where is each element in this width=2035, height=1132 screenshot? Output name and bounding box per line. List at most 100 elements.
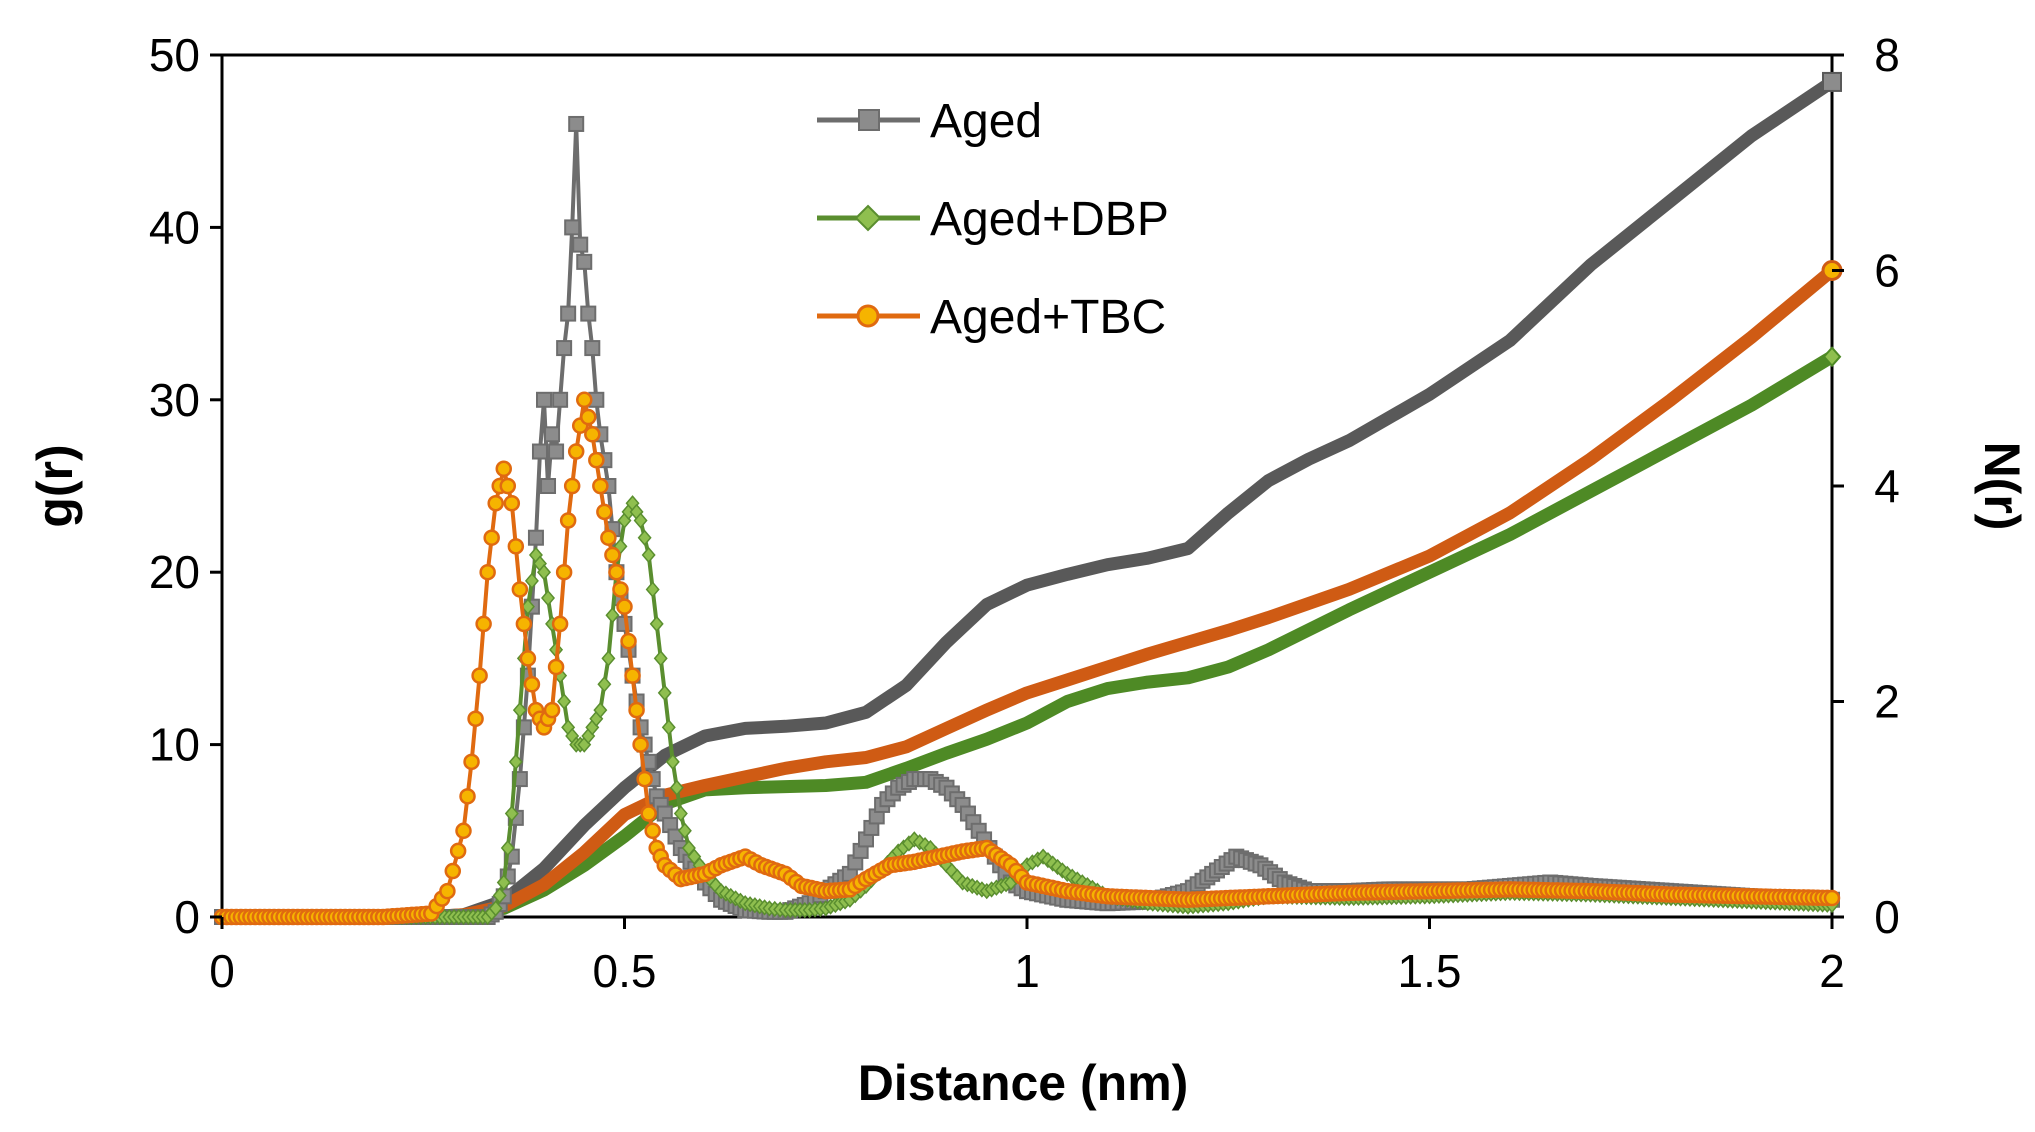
data-point: [475, 615, 492, 633]
data-point: [572, 236, 589, 253]
data-point: [592, 477, 609, 495]
data-point: [524, 572, 539, 589]
data-point: [620, 632, 637, 650]
data-point: [628, 701, 645, 719]
data-point: [661, 719, 676, 736]
data-point: [644, 822, 661, 840]
data-point: [496, 874, 511, 891]
data-point: [600, 529, 617, 546]
data-point: [511, 581, 529, 598]
data-point: [444, 862, 462, 880]
y-tick-label: 20: [149, 546, 200, 598]
series-aged-n-r-: [215, 71, 1842, 924]
data-point: [564, 219, 581, 236]
data-point: [547, 658, 565, 676]
data-point: [449, 842, 467, 860]
data-point: [544, 426, 561, 443]
data-point: [632, 736, 649, 753]
data-point: [471, 667, 488, 684]
data-point: [657, 684, 672, 702]
legend-label-aged: Aged: [930, 95, 1042, 148]
data-point: [548, 443, 565, 460]
x-tick-label: 1: [1014, 945, 1040, 997]
data-point: [459, 788, 476, 805]
data-point: [527, 529, 544, 546]
data-point: [488, 900, 503, 917]
data-point: [601, 650, 616, 667]
data-point: [593, 701, 608, 719]
data-point: [576, 253, 593, 270]
x-tick-label: 0.5: [593, 945, 657, 997]
data-point: [641, 546, 656, 564]
data-point: [557, 693, 572, 710]
data-point: [439, 882, 456, 900]
legend-label-tbc: Aged+TBC: [930, 291, 1166, 344]
data-point: [649, 615, 664, 633]
series-line: [220, 397, 1834, 919]
data-point: [567, 443, 585, 460]
data-point: [677, 822, 692, 839]
data-point: [596, 503, 613, 521]
data-point: [495, 460, 512, 478]
y-tick-label: 30: [149, 374, 200, 426]
data-point: [605, 607, 620, 624]
data-point: [584, 340, 601, 357]
legend-marker-dbp: [854, 204, 882, 232]
data-point: [580, 408, 597, 426]
data-point: [556, 340, 573, 357]
data-point: [515, 615, 533, 633]
data-point: [673, 805, 688, 822]
data-point: [645, 581, 660, 598]
y2-tick-label: 8: [1874, 29, 1900, 81]
data-point: [483, 529, 500, 546]
y-tick-label: 0: [174, 891, 200, 943]
y2-tick-label: 6: [1874, 245, 1900, 297]
data-point: [636, 770, 653, 788]
y2-tick-label: 0: [1874, 891, 1900, 943]
data-point: [608, 563, 625, 581]
data-point: [612, 581, 629, 598]
data-point: [543, 701, 561, 719]
data-point: [537, 564, 551, 581]
data-point: [568, 115, 585, 132]
y-tick-label: 10: [149, 719, 200, 771]
data-point: [665, 753, 680, 770]
data-point: [499, 477, 517, 495]
data-point: [576, 391, 593, 409]
y2-tick-label: 4: [1874, 460, 1900, 512]
series-aged-dbp: [215, 495, 1839, 926]
y2-tick-label: 2: [1874, 676, 1900, 728]
legend-marker-aged: [858, 109, 880, 131]
data-point: [531, 443, 548, 460]
x-axis-title: Distance (nm): [858, 1055, 1189, 1111]
data-point: [584, 426, 601, 443]
data-point: [540, 478, 557, 494]
data-point: [520, 598, 535, 615]
y-tick-label: 40: [149, 201, 200, 253]
data-point: [551, 615, 569, 633]
legend-label-dbp: Aged+DBP: [930, 193, 1169, 246]
data-point: [504, 805, 519, 822]
data-point: [512, 701, 527, 719]
series-end-marker: [1822, 71, 1842, 92]
data-point: [597, 676, 612, 693]
data-point: [455, 822, 472, 840]
data-point: [508, 753, 523, 770]
data-point: [552, 391, 569, 408]
data-point: [519, 650, 537, 667]
data-point: [536, 391, 552, 408]
data-point: [555, 563, 573, 581]
data-point: [559, 512, 577, 529]
data-point: [492, 887, 507, 904]
data-point: [503, 494, 521, 512]
data-point: [563, 477, 581, 495]
data-point: [541, 589, 556, 607]
data-point: [637, 529, 652, 546]
y-axis-title: g(r): [27, 444, 83, 527]
x-tick-label: 1.5: [1398, 945, 1462, 997]
data-point: [560, 305, 577, 322]
x-tick-label: 0: [209, 945, 235, 997]
data-point: [523, 676, 541, 693]
